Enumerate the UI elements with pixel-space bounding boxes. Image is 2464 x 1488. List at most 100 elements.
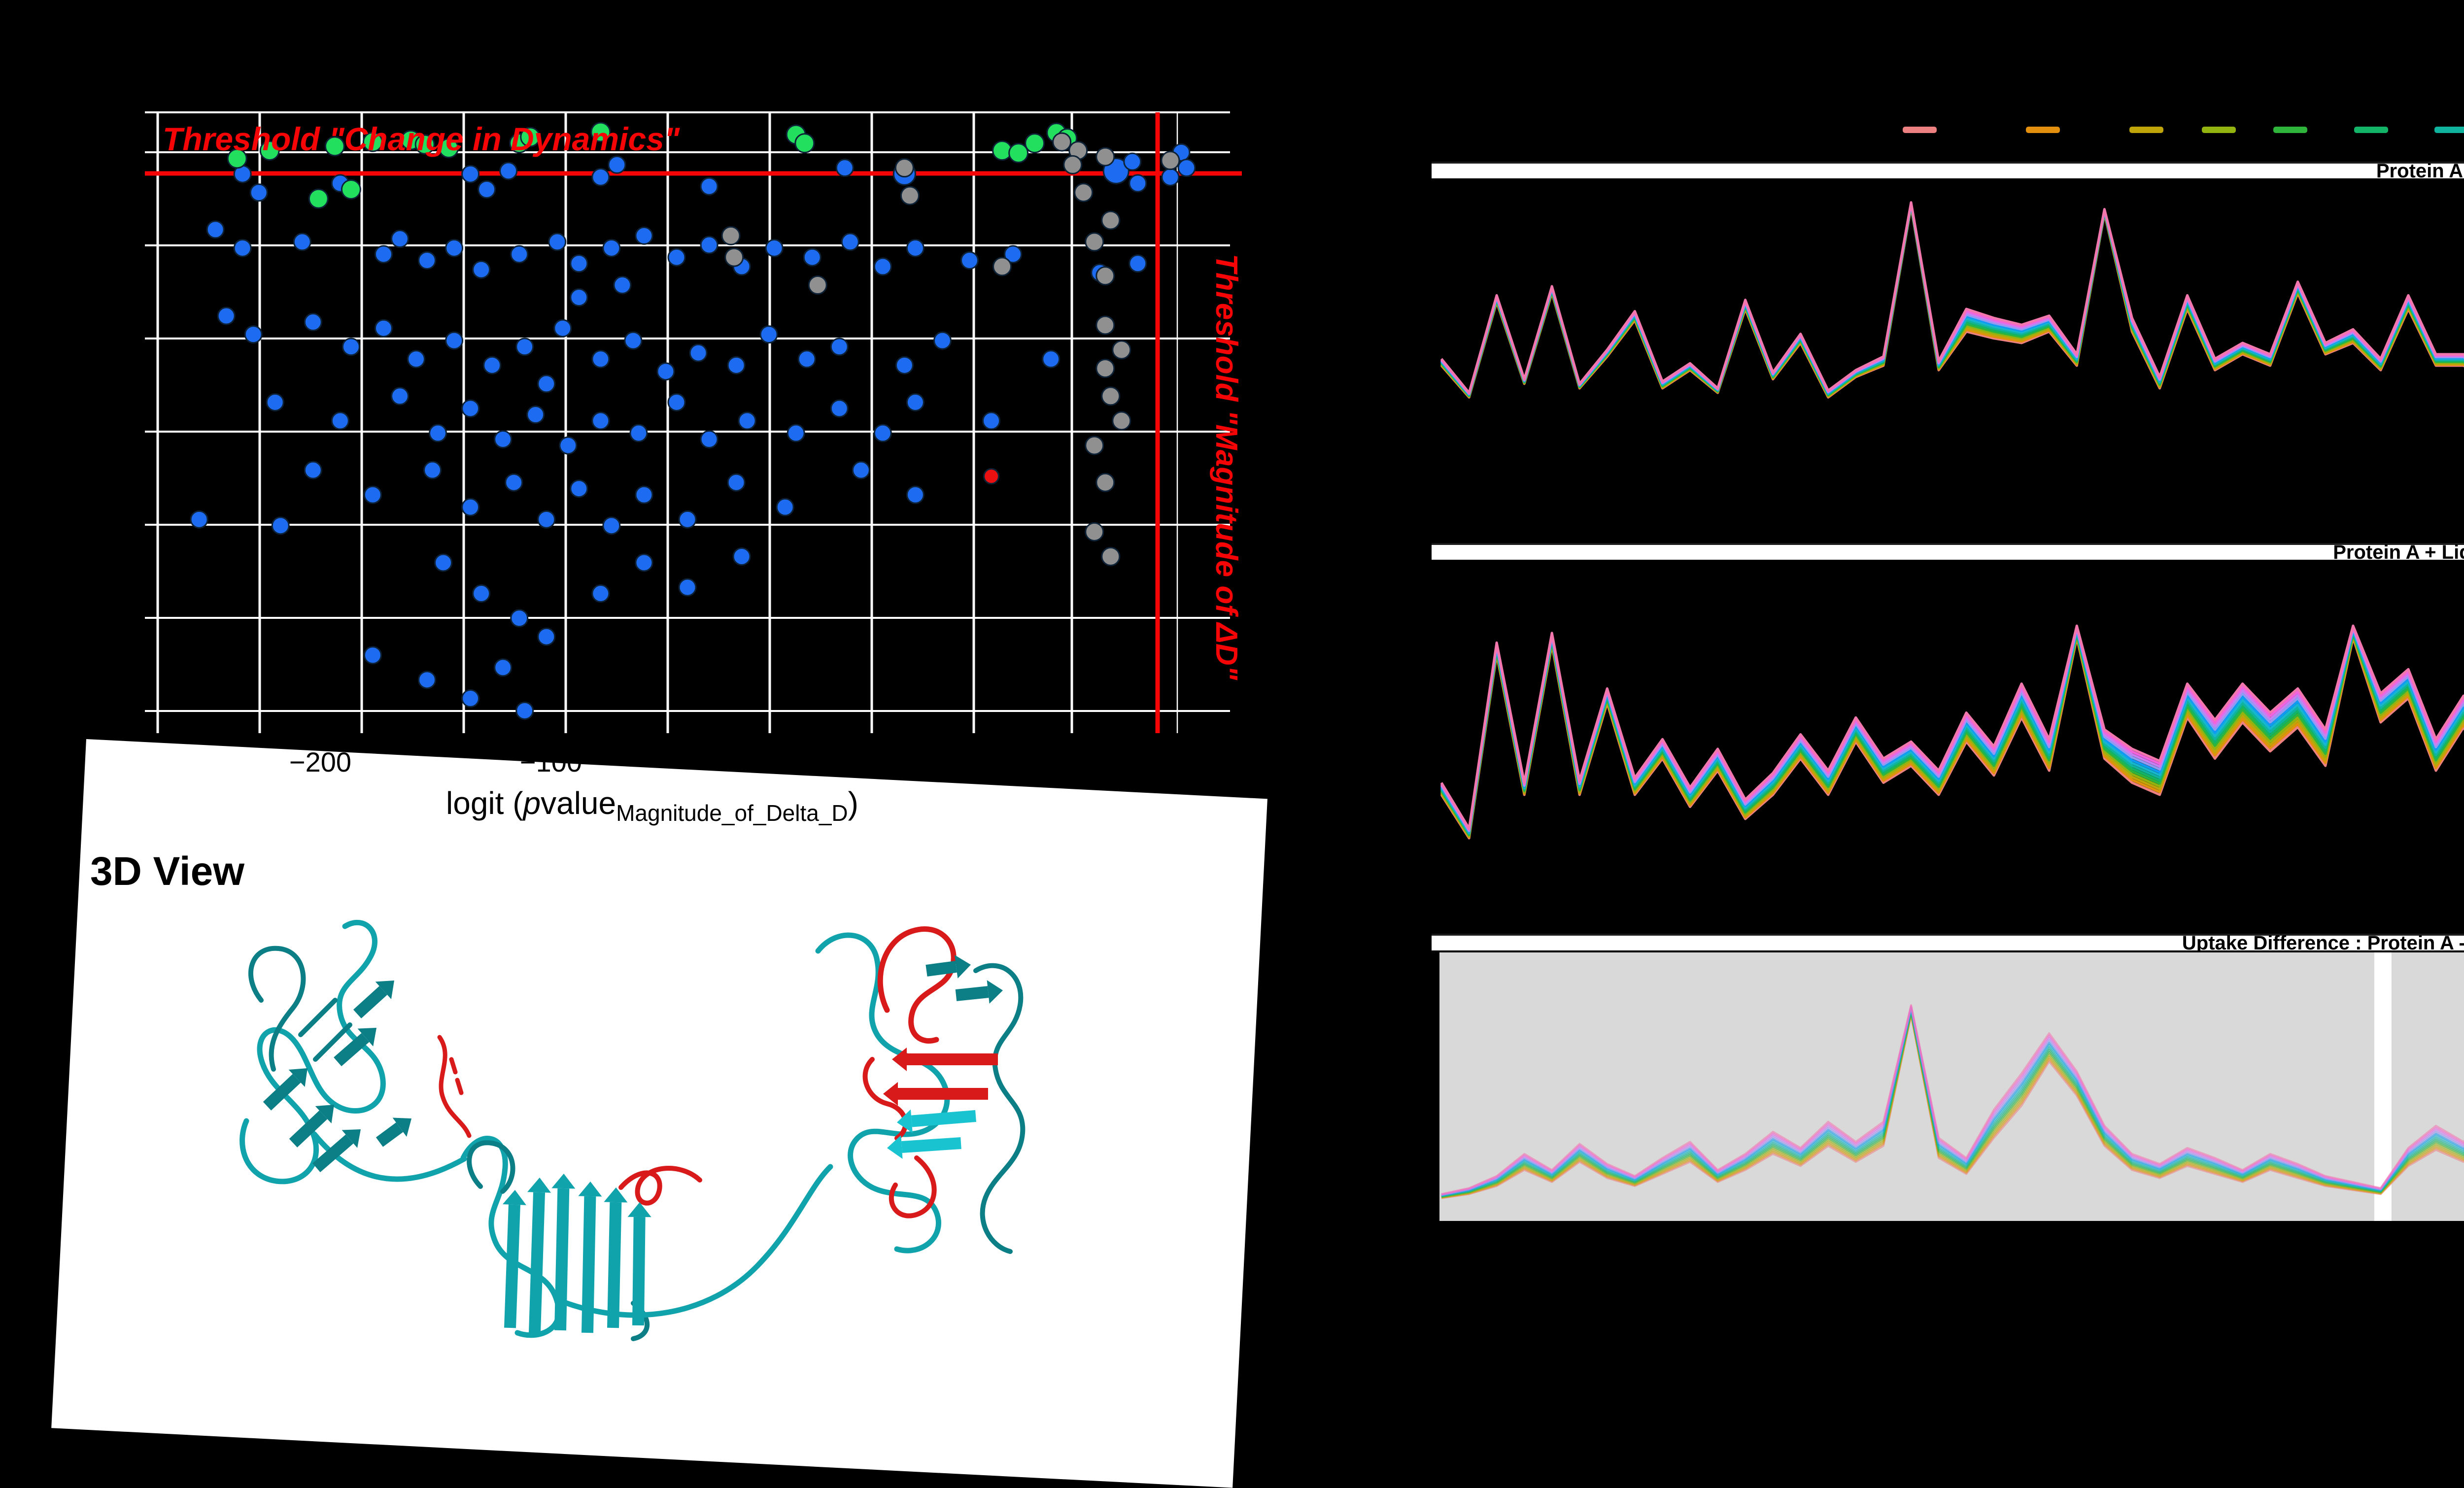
volcano-point-b[interactable] [445,331,464,350]
volcano-point-y[interactable] [1101,386,1121,406]
legend-dash-timepoint-3[interactable] [2129,127,2163,133]
volcano-plot[interactable]: Threshold "Change in Dynamics" Threshold… [0,0,1331,936]
volcano-point-g[interactable] [439,138,459,159]
volcano-point-y[interactable] [1052,132,1072,152]
volcano-point-b[interactable] [732,547,751,566]
uptake-difference-series-2[interactable] [1441,1013,2464,1199]
volcano-point-y[interactable] [1095,315,1115,335]
legend-dash-timepoint-5[interactable] [2273,127,2307,133]
volcano-point-g[interactable] [590,122,611,142]
volcano-point-b[interactable] [570,479,588,498]
uptake-difference-series-8[interactable] [1441,1008,2464,1197]
volcano-point-y[interactable] [1161,151,1180,170]
volcano-point-b[interactable] [787,424,805,442]
volcano-point-b[interactable] [635,226,653,245]
volcano-point-b[interactable] [266,393,284,411]
volcano-point-g[interactable] [414,134,435,155]
volcano-point-b[interactable] [830,338,849,356]
volcano-point-y[interactable] [894,158,914,178]
volcano-point-b[interactable] [445,238,464,257]
volcano-point-b[interactable] [1123,152,1142,171]
volcano-point-y[interactable] [1095,266,1115,286]
volcano-point-b[interactable] [797,350,816,369]
protein-a-ligand-series-13[interactable] [1440,624,2464,830]
volcano-point-b[interactable] [249,183,268,202]
volcano-point-r[interactable] [983,468,1000,485]
volcano-point-b[interactable] [515,701,534,720]
volcano-point-g[interactable] [227,148,247,169]
volcano-point-b[interactable] [244,325,263,344]
volcano-point-b[interactable] [656,362,675,381]
volcano-point-b[interactable] [331,411,349,430]
volcano-point-b[interactable] [494,430,513,449]
volcano-point-b[interactable] [478,180,496,199]
volcano-point-b[interactable] [678,578,697,597]
volcano-point-b[interactable] [906,393,924,411]
uptake-difference-series-13[interactable] [1441,1004,2464,1195]
volcano-point-y[interactable] [992,257,1012,276]
volcano-point-g[interactable] [259,140,280,161]
volcano-point-b[interactable] [510,245,529,264]
uptake-difference-series-4[interactable] [1441,1012,2464,1198]
protein-structure-3d[interactable] [187,912,1055,1341]
volcano-point-b[interactable] [537,627,556,646]
volcano-point-b[interactable] [765,238,784,257]
volcano-point-b[interactable] [776,498,794,516]
volcano-point-b[interactable] [434,553,453,572]
uptake-difference-series-7[interactable] [1441,1009,2464,1197]
volcano-point-y[interactable] [1085,522,1104,541]
volcano-point-b[interactable] [418,251,437,270]
volcano-point-b[interactable] [537,374,556,393]
volcano-point-y[interactable] [1101,210,1121,230]
volcano-point-g[interactable] [1008,143,1029,164]
legend-dash-timepoint-6[interactable] [2354,127,2388,133]
volcano-point-b[interactable] [635,485,653,504]
volcano-point-y[interactable] [1085,232,1104,252]
volcano-point-b[interactable] [1161,168,1180,186]
volcano-point-b[interactable] [374,245,393,264]
uptake-difference-series-3[interactable] [1441,1013,2464,1199]
uptake-difference-series-11[interactable] [1441,1006,2464,1196]
volcano-point-b[interactable] [803,248,821,267]
volcano-point-b[interactable] [461,689,480,708]
volcano-point-b[interactable] [526,405,545,424]
volcano-point-b[interactable] [602,238,621,257]
volcano-point-b[interactable] [738,411,756,430]
volcano-point-b[interactable] [510,609,529,628]
volcano-point-y[interactable] [1095,147,1115,167]
volcano-point-b[interactable] [271,516,290,535]
volcano-point-b[interactable] [613,276,632,295]
volcano-point-b[interactable] [727,473,746,492]
volcano-point-b[interactable] [418,671,437,689]
volcano-point-g[interactable] [308,188,329,209]
volcano-point-b[interactable] [483,356,502,374]
volcano-point-b[interactable] [293,233,311,251]
volcano-point-y[interactable] [1074,183,1094,203]
volcano-point-b[interactable] [548,233,567,251]
volcano-point-b[interactable] [982,411,1001,430]
volcano-point-y[interactable] [808,275,827,295]
volcano-point-y[interactable] [1101,546,1121,566]
volcano-point-b[interactable] [602,516,621,535]
volcano-point-b[interactable] [461,165,480,183]
volcano-point-b[interactable] [1042,350,1061,369]
volcano-point-b[interactable] [505,473,523,492]
volcano-point-b[interactable] [608,155,626,174]
volcano-point-b[interactable] [390,230,409,248]
volcano-point-y[interactable] [900,186,920,205]
volcano-point-b[interactable] [1129,174,1147,193]
volcano-point-b[interactable] [700,177,719,196]
volcano-point-b[interactable] [591,350,610,369]
volcano-point-g[interactable] [520,127,541,147]
volcano-point-b[interactable] [700,236,719,254]
protein-a-series-12[interactable] [1440,190,2464,395]
volcano-point-b[interactable] [553,319,572,338]
volcano-point-b[interactable] [906,238,924,257]
volcano-point-b[interactable] [759,325,778,344]
volcano-point-g[interactable] [1025,133,1045,154]
volcano-point-b[interactable] [190,510,208,529]
volcano-point-g[interactable] [324,136,345,157]
uptake-difference-series-5[interactable] [1441,1011,2464,1198]
volcano-point-y[interactable] [721,226,741,245]
volcano-point-b[interactable] [591,411,610,430]
